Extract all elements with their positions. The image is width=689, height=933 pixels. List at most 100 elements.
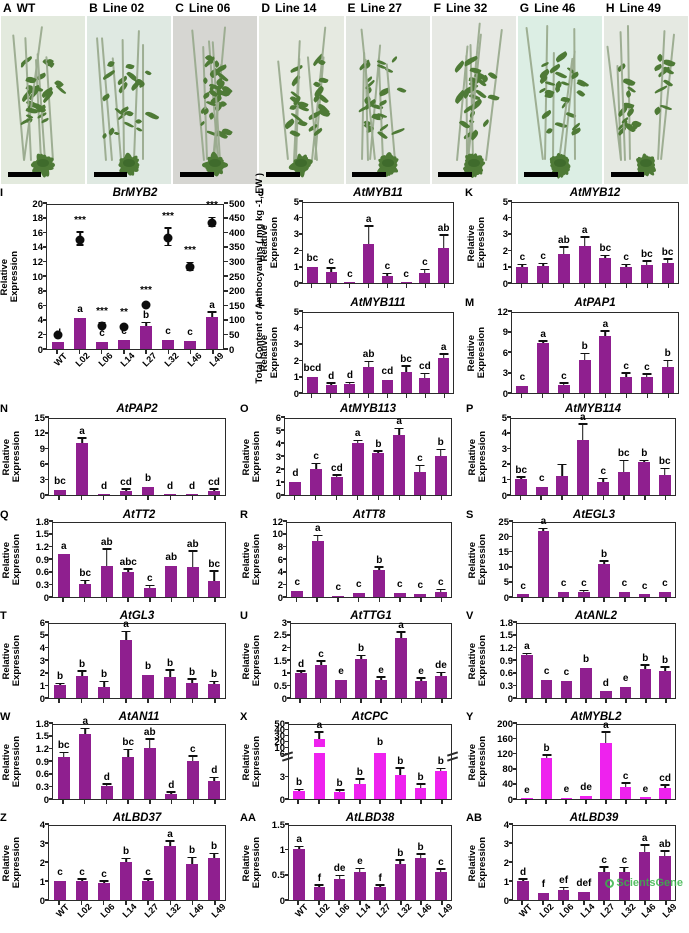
bar-group: f <box>370 826 390 900</box>
error-cap <box>102 783 112 785</box>
scatter-error-cap <box>208 216 216 219</box>
bar-group: a <box>159 826 181 900</box>
significance-letter: b <box>543 742 550 754</box>
panel-letter: Z <box>0 812 7 824</box>
bar-group: b <box>657 313 678 393</box>
significance-letter: c <box>623 360 629 372</box>
y-tick-mark <box>509 581 513 583</box>
bar-group: c <box>410 523 431 597</box>
bar-group: c <box>139 523 161 597</box>
bar-group: c <box>557 624 577 698</box>
y-tick-mark <box>283 583 287 586</box>
significance-letter: c <box>561 370 567 382</box>
bar-group: c <box>637 313 658 393</box>
bar: d <box>295 659 307 698</box>
error-cap <box>374 566 384 568</box>
bar-group: de <box>576 725 596 799</box>
bar: bc <box>57 741 70 799</box>
y-tick-mark <box>281 468 285 470</box>
bar: b <box>414 842 427 900</box>
bar-group: b <box>203 624 225 698</box>
error-bar <box>439 590 442 592</box>
y-tick-label: 0 <box>507 794 513 806</box>
y-tick-label: 12 <box>497 306 508 318</box>
bar-series: c a c <box>513 517 675 597</box>
significance-letter: b <box>417 771 424 783</box>
error-bar <box>349 383 351 385</box>
error-bar <box>419 854 422 859</box>
bar-group: a <box>573 412 594 495</box>
y-tick-mark <box>513 752 517 755</box>
error-bar <box>359 780 361 784</box>
significance-letter: a <box>540 516 547 528</box>
error-bar <box>542 529 545 532</box>
bar-group: c <box>341 203 360 283</box>
error-bar <box>520 477 523 480</box>
y-axis-ticks: 0 0.3 0.6 0.9 1.2 1.5 1.8 <box>486 618 517 703</box>
y-tick-label: 2 <box>39 667 45 679</box>
plot-area: d c cd <box>284 417 452 496</box>
y-axis-ticks: 0 1 2 3 4 5 <box>272 197 303 288</box>
y-tick-label: 3 <box>293 229 299 241</box>
error-bar <box>581 424 584 441</box>
chart-panel-ab: AB AtLBD39 Relative Expression d f <box>466 812 689 931</box>
y-tick-label: 2 <box>501 459 507 471</box>
y-tick-mark <box>299 200 303 202</box>
bar: b <box>354 768 366 799</box>
significance-letter: c <box>644 361 650 373</box>
error-bar <box>316 536 319 542</box>
error-bar <box>320 662 322 665</box>
error-bar <box>542 264 544 267</box>
bar-group: d <box>93 419 115 495</box>
error-cap <box>311 462 321 465</box>
watermark: ScientsGene <box>605 877 683 889</box>
y-tick-label: 1 <box>293 371 299 383</box>
bar-group: bc <box>75 523 97 597</box>
significance-letter: b <box>100 669 108 681</box>
error-cap <box>639 459 649 462</box>
y-axis-ticks: 0 1 2 3 4 5 <box>480 413 511 500</box>
bar-group: b <box>655 624 675 698</box>
bar-group: b <box>430 419 451 495</box>
bar-group: c <box>91 205 113 349</box>
error-bar <box>213 778 216 782</box>
x-axis-ticks <box>511 394 679 398</box>
panel-title: AtMYB114 <box>564 403 622 415</box>
x-axis-label: L02 <box>75 901 94 920</box>
error-cap <box>99 680 109 683</box>
bar: bc <box>640 250 653 283</box>
bar: b <box>333 778 346 799</box>
scatter-error-cap <box>76 244 84 247</box>
significance-letter: ab <box>186 538 199 550</box>
y-tick-mark <box>49 545 53 548</box>
panel-letter: I <box>0 187 4 199</box>
y-tick-label: 0 <box>39 895 45 907</box>
secondary-y-tick-label: 50 <box>229 329 240 341</box>
bar: e <box>521 786 533 799</box>
error-cap <box>660 666 670 669</box>
y-tick-mark <box>45 634 49 636</box>
error-bar <box>603 867 605 872</box>
chart-panel-p: P AtMYB114 Relative Expression bc c <box>466 403 689 510</box>
x-axis-label: L49 <box>436 901 455 920</box>
error-bar <box>420 679 422 681</box>
y-tick-mark <box>43 217 47 219</box>
bar: bc <box>53 477 67 495</box>
x-axis-label: L49 <box>207 350 226 369</box>
bar-group: c <box>537 624 557 698</box>
secondary-y-tick-label: 150 <box>229 300 245 312</box>
bar: cd <box>659 773 671 799</box>
y-tick-label: 2 <box>293 355 299 367</box>
error-bar <box>399 860 402 864</box>
y-axis-label: Relative Expression <box>241 635 262 687</box>
bar: b <box>661 349 674 393</box>
bar-group: b <box>137 624 159 698</box>
y-tick-mark <box>45 672 49 674</box>
chart-panel-u: U AtTTG1 Relative Expression d <box>240 610 466 712</box>
y-tick-label: 1.2 <box>35 743 49 755</box>
error-cap <box>77 670 87 673</box>
bar: c <box>161 326 175 349</box>
error-cap <box>600 329 610 332</box>
y-tick-mark <box>49 785 53 788</box>
